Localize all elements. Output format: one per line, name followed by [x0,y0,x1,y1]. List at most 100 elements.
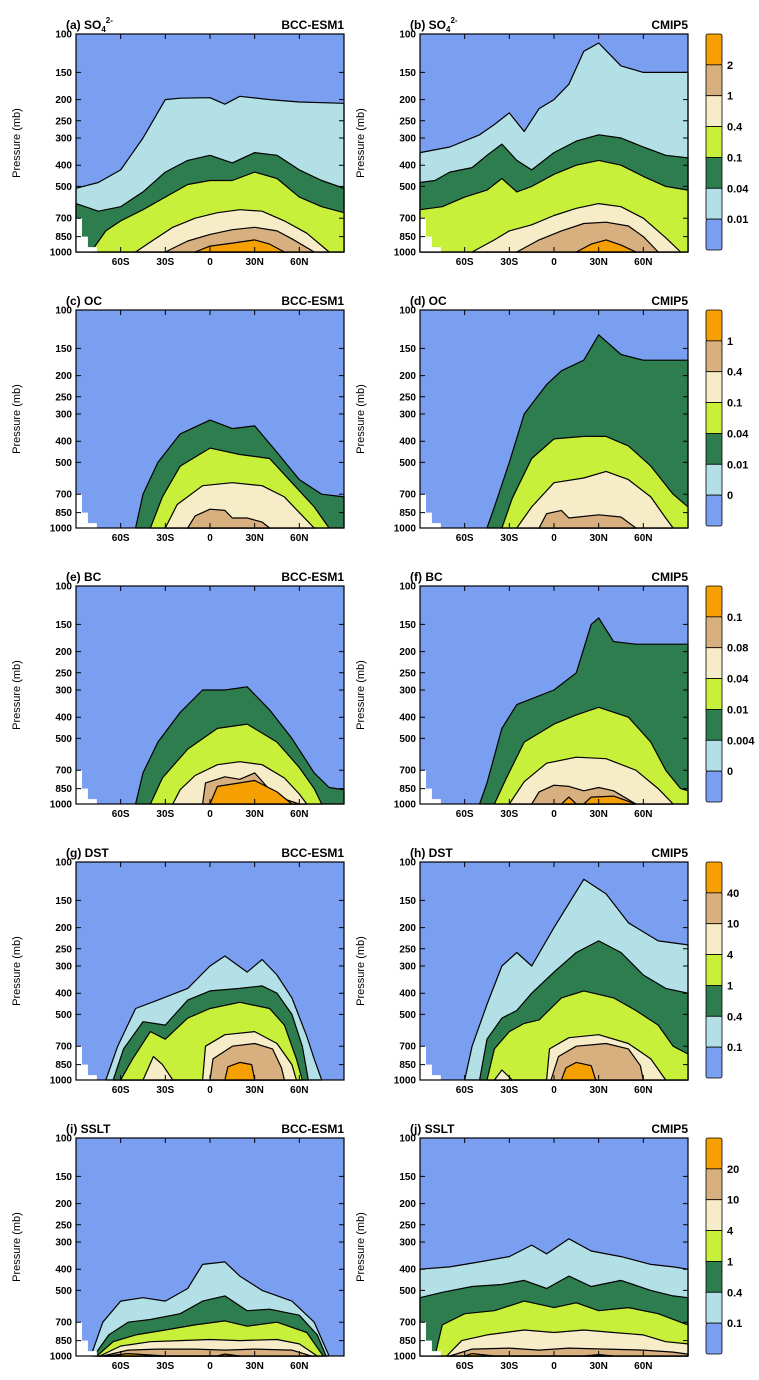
y-tick-label: 700 [55,490,72,501]
y-axis-label: Pressure (mb) [355,384,367,454]
y-tick-label: 150 [399,1172,416,1183]
y-tick-label: 400 [399,1265,416,1276]
colorbar-swatch [705,616,723,649]
y-tick-label: 150 [55,620,72,631]
panel-i: 100 150 200 250 300 400 500 700 850 1000 60S 30S 0 30… [11,1122,345,1372]
y-axis-label: Pressure (mb) [11,660,23,730]
contour-band-5 [538,509,637,529]
y-tick-label: 850 [399,1060,416,1071]
contour-band-5 [164,226,315,253]
y-tick-label: 100 [55,30,72,41]
y-tick-label: 200 [399,95,416,106]
y-tick-label: 300 [55,686,72,697]
y-tick-label: 400 [399,713,416,724]
y-tick-label: 150 [399,68,416,79]
y-tick-label: 300 [55,1238,72,1249]
panel-model-label: CMIP5 [651,1122,688,1136]
x-tick-label: 0 [207,533,213,544]
x-tick-label: 60S [456,533,474,544]
x-tick-label: 30N [245,533,263,544]
y-tick-label: 500 [399,734,416,745]
colorbar-label: 0.4 [727,122,743,134]
colorbar-4: 40 10 4 1 0.4 0.1 [705,861,743,1079]
x-tick-label: 30S [500,257,518,268]
panel-title: (j) SSLT [410,1122,455,1136]
panel-g: 100 150 200 250 300 400 500 700 850 1000 60S 30S 0 30… [11,846,345,1096]
x-tick-label: 60S [112,533,130,544]
y-tick-label: 1000 [394,248,417,259]
y-tick-label: 400 [55,1265,72,1276]
y-tick-label: 300 [399,1238,416,1249]
y-tick-label: 850 [55,1060,72,1071]
x-tick-label: 0 [551,1085,557,1096]
colorbar-label: 0.4 [727,367,743,379]
y-tick-label: 700 [55,1042,72,1053]
y-tick-label: 100 [399,582,416,593]
colorbar-swatch [705,678,723,710]
panel-model-label: BCC-ESM1 [281,294,344,308]
missing-data-mask [76,770,97,804]
colorbar-label: 0.04 [727,183,749,195]
x-tick-label: 60N [634,1085,652,1096]
colorbar-label: 0 [727,766,733,778]
y-tick-label: 1000 [50,248,73,259]
y-tick-label: 250 [399,392,416,403]
y-tick-label: 400 [399,989,416,1000]
y-tick-label: 150 [399,896,416,907]
y-tick-label: 300 [55,134,72,145]
y-tick-label: 200 [55,1199,72,1210]
y-tick-label: 500 [55,458,72,469]
y-tick-label: 850 [399,784,416,795]
x-tick-label: 60N [290,1085,308,1096]
y-tick-label: 250 [55,1220,72,1231]
x-tick-label: 60S [112,257,130,268]
y-tick-label: 500 [399,1010,416,1021]
y-tick-label: 250 [55,392,72,403]
y-tick-label: 500 [399,182,416,193]
title-superscript: 2- [450,16,457,25]
colorbar-label: 10 [727,1195,739,1207]
colorbar-swatch [705,585,723,618]
colorbar-swatch [705,985,723,1017]
colorbar-swatch [705,494,723,527]
colorbar-2: 1 0.4 0.1 0.04 0.01 0 [705,309,749,527]
y-tick-label: 100 [55,858,72,869]
colorbar-swatch [705,1046,723,1079]
y-tick-label: 1000 [394,1076,417,1087]
y-tick-label: 200 [399,1199,416,1210]
colorbar-swatch [705,739,723,772]
colorbar-label: 0.08 [727,643,748,655]
y-tick-label: 1000 [50,800,73,811]
panel-h: 100 150 200 250 300 400 500 700 850 1000 60S 30S 0 30… [355,846,689,1096]
y-tick-label: 1000 [394,800,417,811]
y-tick-label: 100 [55,1134,72,1145]
y-tick-label: 200 [55,923,72,934]
colorbar-label: 2 [727,60,733,72]
colorbar-swatch [705,861,723,894]
missing-data-mask [420,1046,441,1080]
panel-title: (f) BC [410,570,443,584]
colorbar-label: 0.01 [727,704,748,716]
x-tick-label: 30S [156,1361,174,1372]
x-tick-label: 60N [634,533,652,544]
panel-model-label: CMIP5 [651,294,688,308]
missing-data-mask [76,1046,97,1080]
colorbar-label: 1 [727,336,733,348]
x-tick-label: 0 [207,809,213,820]
colorbar-3: 0.1 0.08 0.04 0.01 0.004 0 [705,585,755,803]
y-tick-label: 250 [399,1220,416,1231]
y-tick-label: 700 [399,490,416,501]
missing-data-mask [420,1322,441,1356]
y-tick-label: 700 [399,1318,416,1329]
y-tick-label: 700 [399,214,416,225]
x-tick-label: 60S [112,1085,130,1096]
x-tick-label: 30S [500,533,518,544]
colorbar-label: 0 [727,490,733,502]
colorbar-label: 0.1 [727,1042,742,1054]
y-tick-label: 850 [55,508,72,519]
colorbar-label: 0.4 [727,1011,743,1023]
panel-title: (c) OC [66,294,102,308]
y-tick-label: 1000 [50,1352,73,1363]
panel-title: (i) SSLT [66,1122,111,1136]
